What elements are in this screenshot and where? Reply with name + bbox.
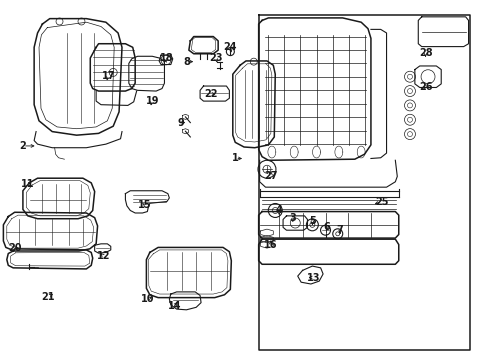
Text: 10: 10 [141,294,154,304]
Text: 15: 15 [138,200,152,210]
Text: 11: 11 [21,179,34,189]
Text: 20: 20 [8,243,22,253]
Text: 21: 21 [42,292,55,302]
Text: 18: 18 [160,53,174,63]
Text: 2: 2 [20,141,26,151]
Text: 22: 22 [204,89,218,99]
Text: 1: 1 [232,153,239,163]
Text: 16: 16 [264,239,278,249]
Text: 14: 14 [168,301,181,311]
Text: 6: 6 [323,222,330,231]
Text: 26: 26 [419,82,432,92]
Text: 4: 4 [276,206,283,216]
Text: 25: 25 [375,197,389,207]
Text: 7: 7 [337,225,343,235]
Text: 5: 5 [309,216,316,226]
Text: 8: 8 [183,57,190,67]
Text: 12: 12 [97,251,110,261]
Text: 17: 17 [101,71,115,81]
Text: 27: 27 [264,171,278,181]
Text: 3: 3 [290,213,296,222]
Text: 24: 24 [223,42,237,52]
Text: 9: 9 [177,118,184,128]
Text: 23: 23 [209,53,222,63]
Text: 13: 13 [307,273,320,283]
Text: 28: 28 [419,48,432,58]
Text: 19: 19 [146,96,159,106]
